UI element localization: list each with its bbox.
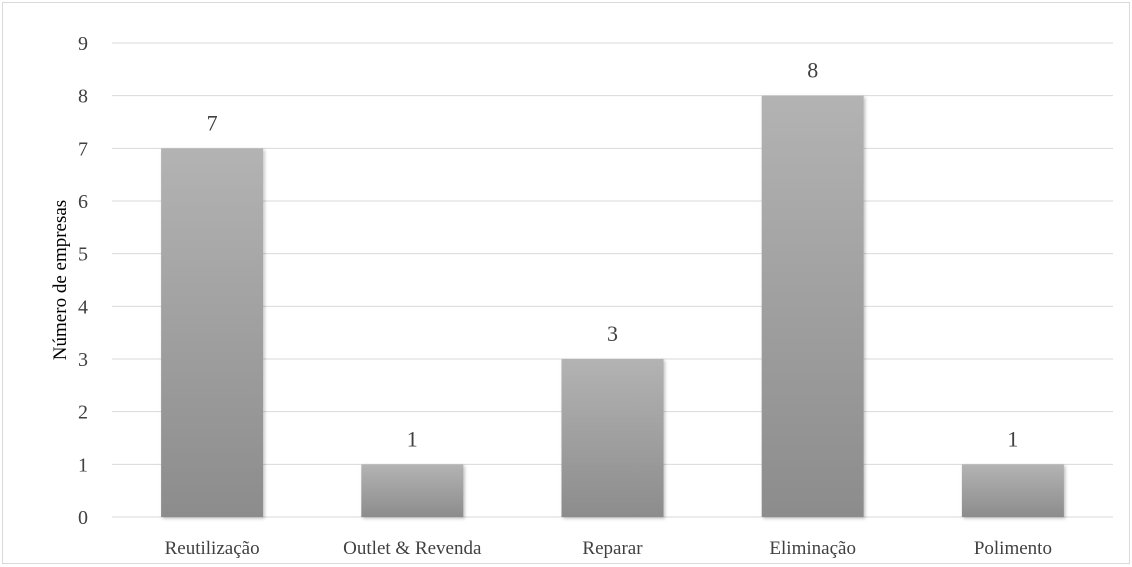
data-label: 1: [407, 426, 418, 451]
x-category-label: Polimento: [974, 538, 1052, 559]
bar: [361, 464, 464, 517]
bar: [161, 148, 264, 518]
y-axis-label: Número de empresas: [50, 200, 71, 360]
data-label: 8: [807, 58, 818, 83]
x-category-label: Reutilização: [165, 538, 260, 559]
data-label: 3: [607, 321, 618, 346]
gridlines: [112, 42, 1113, 518]
data-label: 1: [1007, 426, 1018, 451]
y-tick-label: 5: [78, 244, 88, 266]
data-labels: 7 1 3 8 1: [207, 58, 1019, 452]
bar: [761, 95, 864, 518]
y-tick-label: 2: [78, 402, 88, 424]
y-tick-label: 9: [78, 33, 88, 55]
y-tick-label: 3: [78, 349, 88, 371]
y-tick-label: 8: [78, 86, 88, 108]
x-axis-categories: Reutilização Outlet & Revenda Reparar Elimi…: [165, 538, 1052, 559]
y-tick-label: 0: [78, 507, 88, 529]
y-tick-label: 6: [78, 191, 88, 213]
y-tick-label: 7: [78, 138, 88, 160]
x-category-label: Eliminação: [769, 538, 856, 559]
y-tick-label: 1: [78, 454, 88, 476]
bar: [961, 464, 1064, 517]
y-axis-ticks: 0 1 2 3 4 5 6 7 8 9: [78, 33, 88, 529]
x-category-label: Reparar: [582, 538, 643, 559]
x-category-label: Outlet & Revenda: [343, 538, 482, 559]
bars: [161, 95, 1064, 518]
y-tick-label: 4: [78, 296, 88, 318]
bar: [561, 359, 664, 517]
data-label: 7: [207, 110, 218, 135]
